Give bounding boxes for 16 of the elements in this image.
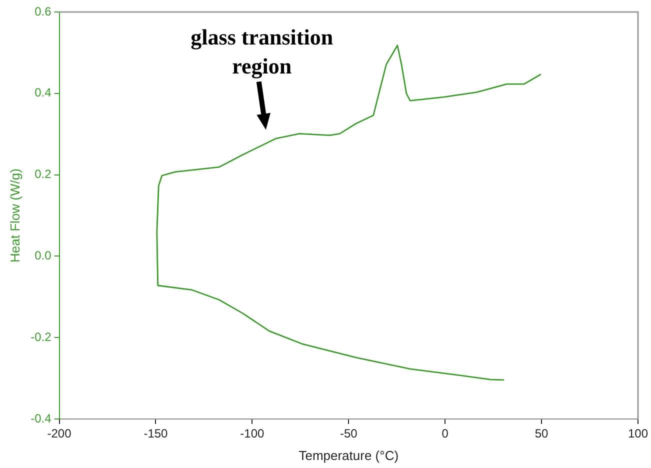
y-tick-label: -0.4 — [30, 411, 52, 426]
x-tick-label: -150 — [144, 426, 168, 441]
x-tick-label: -200 — [47, 426, 72, 441]
x-tick-label: 50 — [534, 426, 549, 441]
y-axis-title: Heat Flow (W/g) — [7, 168, 22, 262]
x-tick-label: 0 — [442, 426, 449, 441]
y-tick-label: 0.4 — [34, 86, 52, 100]
x-tick-label: 100 — [628, 426, 648, 441]
x-tick-label: -100 — [240, 426, 265, 441]
y-tick-label: 0.0 — [34, 248, 52, 263]
y-tick-label: 0.6 — [34, 4, 52, 18]
y-tick-label: -0.2 — [30, 330, 52, 344]
annotation: glass transition region — [190, 24, 334, 78]
y-tick-label: 0.2 — [34, 167, 52, 182]
x-tick-label: -50 — [340, 426, 358, 441]
x-axis-title: Temperature (°C) — [298, 448, 399, 463]
